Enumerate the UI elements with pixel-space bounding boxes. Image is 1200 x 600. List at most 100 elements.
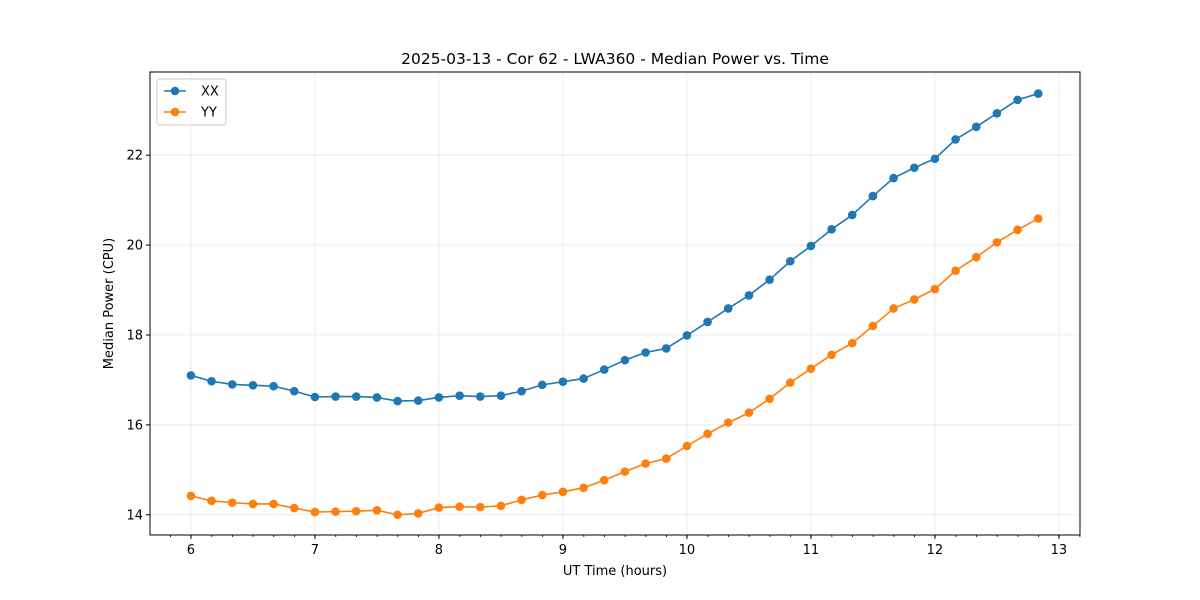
data-point-yy	[703, 429, 712, 439]
chart-title: 2025-03-13 - Cor 62 - LWA360 - Median Po…	[401, 50, 829, 68]
data-point-yy	[827, 350, 836, 360]
data-point-xx	[744, 291, 754, 300]
data-point-yy	[517, 495, 526, 505]
data-point-yy	[393, 510, 402, 520]
data-point-yy	[537, 490, 547, 500]
data-point-yy	[331, 507, 340, 516]
grid-lines	[150, 72, 1080, 535]
data-point-yy	[579, 483, 588, 493]
data-point-yy	[227, 498, 237, 507]
data-point-yy	[1033, 214, 1043, 223]
data-point-xx	[289, 386, 299, 396]
data-point-yy	[847, 338, 857, 348]
data-point-yy	[289, 503, 299, 513]
y-axis-label: Median Power (CPU)	[102, 238, 117, 369]
y-tick-label: 22	[126, 149, 143, 164]
data-point-xx	[992, 109, 1002, 118]
legend-marker-xx	[170, 86, 180, 96]
data-point-xx	[351, 392, 361, 401]
data-point-xx	[806, 241, 816, 251]
data-point-xx	[661, 344, 671, 353]
data-point-xx	[455, 391, 464, 400]
data-point-xx	[331, 392, 340, 401]
data-point-yy	[1013, 225, 1022, 235]
x-axis-label: UT Time (hours)	[563, 564, 667, 579]
data-point-yy	[269, 499, 278, 509]
series-line-xx	[190, 92, 1039, 402]
data-point-yy	[806, 364, 816, 373]
data-point-xx	[1033, 89, 1043, 98]
x-tick-label: 13	[1051, 543, 1068, 558]
data-point-xx	[620, 355, 630, 365]
data-point-yy	[992, 238, 1002, 247]
data-point-xx	[248, 381, 258, 390]
legend-label-xx: XX	[201, 85, 219, 100]
data-point-yy	[641, 459, 650, 468]
data-point-xx	[827, 225, 836, 234]
data-point-yy	[909, 295, 919, 304]
data-point-xx	[372, 393, 382, 402]
data-point-yy	[951, 266, 960, 275]
x-tick-label: 12	[927, 543, 944, 558]
data-point-yy	[889, 304, 898, 313]
data-point-yy	[186, 491, 196, 501]
data-point-yy	[744, 408, 754, 418]
series-layer	[186, 89, 1043, 520]
data-point-xx	[889, 173, 898, 183]
legend: XX YY	[156, 78, 227, 126]
series-xx	[186, 89, 1043, 406]
data-point-xx	[517, 386, 526, 396]
data-point-yy	[868, 321, 878, 331]
series-yy	[186, 214, 1043, 520]
y-tick-label: 18	[126, 328, 143, 343]
legend-label-yy: YY	[200, 106, 217, 121]
data-point-xx	[269, 381, 278, 391]
data-point-xx	[310, 392, 320, 402]
data-point-xx	[207, 376, 216, 386]
y-tick-label: 16	[126, 418, 143, 433]
data-point-yy	[248, 499, 258, 509]
data-point-xx	[496, 391, 506, 400]
data-point-yy	[661, 454, 671, 463]
axis-ticks: 6 7 8 9 10 11 12 13 14 16 18 20 22	[126, 149, 1081, 558]
data-point-xx	[765, 275, 774, 284]
data-point-yy	[455, 502, 464, 511]
data-point-yy	[723, 418, 733, 427]
data-point-yy	[930, 284, 940, 294]
data-point-yy	[207, 496, 216, 506]
data-point-yy	[310, 507, 320, 517]
data-point-xx	[558, 377, 568, 387]
x-tick-label: 7	[311, 543, 319, 558]
data-point-xx	[785, 256, 795, 266]
data-point-xx	[723, 304, 733, 313]
data-point-xx	[227, 380, 237, 389]
data-point-yy	[434, 503, 444, 512]
data-point-yy	[496, 501, 506, 511]
data-point-yy	[620, 467, 630, 476]
data-point-xx	[186, 371, 196, 380]
legend-marker-yy	[170, 107, 180, 117]
data-point-xx	[909, 163, 919, 173]
x-tick-label: 9	[559, 543, 567, 558]
data-point-yy	[475, 502, 485, 512]
x-tick-label: 11	[803, 543, 820, 558]
data-point-xx	[537, 380, 547, 390]
data-point-xx	[868, 191, 878, 201]
data-point-yy	[785, 378, 795, 387]
data-point-xx	[847, 210, 857, 220]
data-point-yy	[558, 487, 568, 497]
data-point-yy	[351, 506, 361, 516]
x-tick-label: 6	[187, 543, 195, 558]
data-point-xx	[434, 393, 444, 402]
data-point-yy	[682, 441, 692, 451]
data-point-yy	[971, 252, 981, 262]
data-point-xx	[641, 348, 650, 357]
data-point-xx	[951, 135, 960, 144]
data-point-xx	[599, 365, 609, 374]
data-point-yy	[372, 505, 382, 515]
y-tick-label: 14	[126, 508, 143, 523]
data-point-xx	[930, 154, 940, 164]
data-point-xx	[393, 396, 402, 406]
y-tick-label: 20	[126, 239, 143, 254]
